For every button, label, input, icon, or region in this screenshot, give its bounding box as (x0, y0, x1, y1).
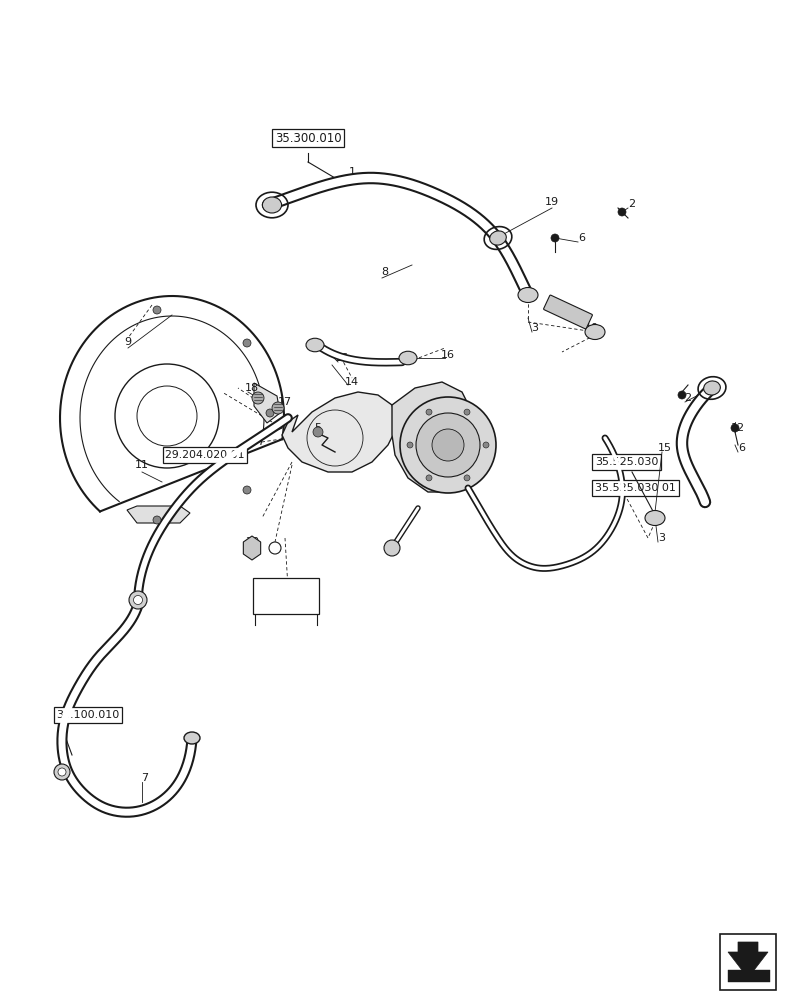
FancyBboxPatch shape (253, 578, 319, 614)
Circle shape (133, 595, 142, 604)
Text: 8: 8 (381, 267, 388, 277)
Text: 6: 6 (577, 233, 585, 243)
Circle shape (463, 475, 470, 481)
Ellipse shape (398, 351, 417, 365)
FancyBboxPatch shape (543, 295, 592, 329)
Text: 35.525.030: 35.525.030 (594, 457, 658, 467)
Text: 4: 4 (58, 743, 66, 753)
Text: 20: 20 (245, 537, 259, 547)
Text: 16: 16 (335, 353, 349, 363)
Text: 9: 9 (124, 337, 131, 347)
Text: 19: 19 (544, 197, 559, 207)
Circle shape (129, 591, 147, 609)
Text: 16: 16 (440, 350, 454, 360)
Text: 35.100.010: 35.100.010 (56, 710, 119, 720)
Ellipse shape (644, 510, 664, 525)
Text: 5: 5 (314, 423, 321, 433)
Polygon shape (243, 536, 260, 560)
Text: 10: 10 (584, 323, 599, 333)
Ellipse shape (517, 288, 538, 302)
Ellipse shape (489, 231, 506, 245)
Text: 13: 13 (285, 597, 298, 607)
Circle shape (58, 768, 66, 776)
Circle shape (54, 764, 70, 780)
Circle shape (483, 442, 488, 448)
Circle shape (266, 409, 273, 417)
Polygon shape (727, 942, 767, 978)
Text: 15: 15 (657, 443, 672, 453)
Text: 18: 18 (245, 383, 259, 393)
Circle shape (384, 540, 400, 556)
Polygon shape (392, 382, 478, 492)
Text: 29.204.020 01: 29.204.020 01 (165, 450, 244, 460)
Text: 6: 6 (737, 443, 744, 453)
Circle shape (677, 391, 685, 399)
Bar (727, 970, 769, 982)
Text: 3: 3 (518, 283, 525, 293)
Circle shape (463, 409, 470, 415)
Circle shape (426, 475, 431, 481)
Text: 2: 2 (684, 393, 691, 403)
Polygon shape (281, 392, 397, 472)
Text: 13: 13 (279, 591, 293, 601)
Circle shape (400, 397, 496, 493)
Circle shape (272, 402, 284, 414)
Text: 1: 1 (348, 167, 355, 177)
Text: 7: 7 (141, 773, 148, 783)
Circle shape (730, 424, 738, 432)
Circle shape (251, 392, 264, 404)
Circle shape (242, 339, 251, 347)
Ellipse shape (703, 381, 719, 395)
Text: 12: 12 (730, 423, 744, 433)
Polygon shape (127, 506, 190, 523)
Circle shape (152, 516, 161, 524)
FancyBboxPatch shape (719, 934, 775, 990)
Circle shape (242, 486, 251, 494)
Circle shape (406, 442, 413, 448)
Text: 3: 3 (531, 323, 538, 333)
Ellipse shape (262, 197, 281, 213)
Text: 3: 3 (658, 533, 665, 543)
Text: 35.300.010: 35.300.010 (274, 132, 341, 145)
Circle shape (312, 427, 323, 437)
Text: 17: 17 (277, 397, 292, 407)
Circle shape (431, 429, 463, 461)
Circle shape (551, 234, 558, 242)
Text: 2: 2 (628, 199, 635, 209)
Circle shape (617, 208, 625, 216)
Ellipse shape (306, 338, 324, 352)
Text: 35.525.030 01: 35.525.030 01 (594, 483, 675, 493)
Circle shape (426, 409, 431, 415)
Ellipse shape (584, 324, 604, 340)
Polygon shape (254, 383, 280, 423)
Circle shape (415, 413, 479, 477)
Circle shape (152, 306, 161, 314)
Text: 14: 14 (345, 377, 358, 387)
Text: 11: 11 (135, 460, 148, 470)
Ellipse shape (184, 732, 200, 744)
